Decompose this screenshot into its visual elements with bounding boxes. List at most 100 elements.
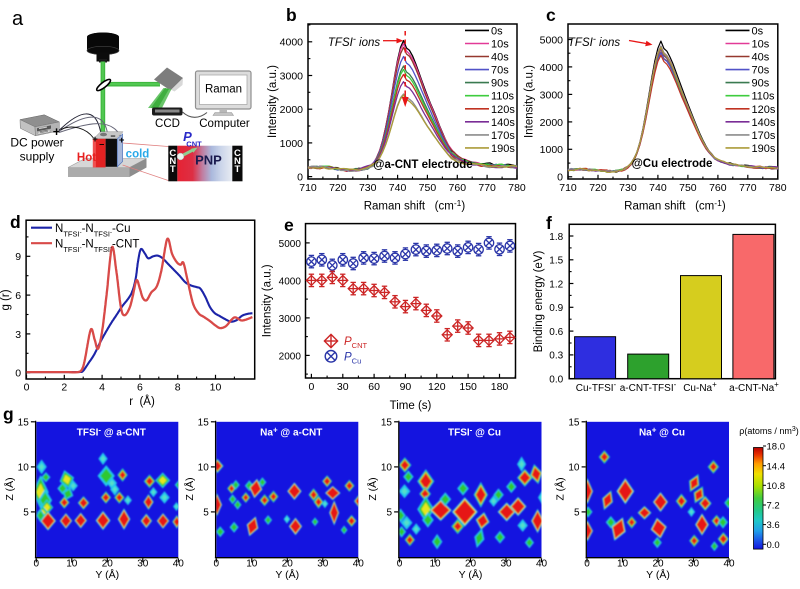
svg-text:3000: 3000 [540, 89, 564, 101]
svg-text:+: + [53, 124, 61, 139]
svg-text:0.6: 0.6 [549, 327, 563, 338]
svg-text:0: 0 [584, 558, 590, 569]
svg-text:PCu: PCu [344, 351, 361, 365]
svg-text:Na+ @ a-CNT: Na+ @ a-CNT [260, 426, 322, 439]
svg-text:20: 20 [282, 558, 294, 569]
svg-text:720: 720 [589, 182, 607, 194]
svg-text:780: 780 [769, 182, 787, 194]
svg-text:3.6: 3.6 [767, 520, 780, 531]
svg-text:1.2: 1.2 [549, 279, 563, 290]
svg-text:Y (Å): Y (Å) [459, 568, 483, 581]
svg-text:9: 9 [15, 251, 21, 263]
svg-text:30: 30 [337, 381, 349, 393]
svg-text:T: T [234, 164, 240, 175]
svg-text:ρ(atoms / nm3): ρ(atoms / nm3) [739, 426, 799, 436]
svg-text:N: N [234, 156, 241, 167]
svg-text:Computer: Computer [199, 118, 250, 130]
svg-text:180: 180 [491, 381, 509, 393]
svg-text:cold: cold [126, 149, 150, 161]
svg-text:Y (Å): Y (Å) [95, 568, 119, 581]
svg-text:TFSI- ions: TFSI- ions [568, 34, 620, 49]
svg-text:10s: 10s [491, 38, 509, 50]
svg-text:40: 40 [353, 558, 365, 569]
svg-text:2000: 2000 [540, 117, 564, 129]
svg-text:750: 750 [679, 182, 697, 194]
svg-text:c: c [546, 5, 556, 25]
svg-text:0: 0 [24, 381, 30, 393]
svg-text:150: 150 [459, 381, 477, 393]
svg-text:770: 770 [478, 182, 496, 194]
svg-text:Time (s): Time (s) [390, 400, 432, 412]
svg-text:4: 4 [99, 381, 105, 393]
svg-text:Intensity (a.u.): Intensity (a.u.) [524, 65, 536, 138]
svg-text:10: 10 [246, 558, 258, 569]
svg-text:190s: 190s [491, 143, 515, 155]
svg-text:N: N [169, 156, 176, 167]
svg-text:T: T [170, 164, 176, 175]
svg-text:20: 20 [465, 558, 477, 569]
svg-text:740: 740 [649, 182, 667, 194]
svg-text:6: 6 [137, 381, 143, 393]
svg-text:710: 710 [559, 182, 577, 194]
svg-text:5: 5 [574, 508, 580, 519]
svg-text:f: f [546, 213, 552, 233]
svg-text:0: 0 [297, 172, 303, 184]
svg-text:Y (Å): Y (Å) [275, 568, 299, 581]
svg-text:30: 30 [317, 558, 329, 569]
svg-text:3000: 3000 [280, 70, 304, 82]
svg-text:30: 30 [137, 558, 149, 569]
svg-text:Binding energy (eV): Binding energy (eV) [533, 251, 545, 353]
svg-text:Z (Å): Z (Å) [554, 477, 567, 500]
svg-text:0: 0 [15, 368, 21, 380]
svg-text:4000: 4000 [540, 62, 564, 74]
svg-text:0.3: 0.3 [549, 351, 563, 362]
svg-text:a-CNT-TFSI-: a-CNT-TFSI- [620, 380, 677, 394]
svg-text:40: 40 [536, 558, 548, 569]
svg-text:770: 770 [739, 182, 757, 194]
svg-text:20: 20 [102, 558, 114, 569]
svg-text:10: 10 [18, 463, 30, 474]
svg-text:6: 6 [15, 290, 21, 302]
svg-text:10: 10 [568, 463, 580, 474]
svg-text:PCNT: PCNT [344, 336, 368, 350]
svg-text:Raman shift (cm-1): Raman shift (cm-1) [364, 198, 466, 213]
svg-text:0: 0 [308, 381, 314, 393]
svg-text:15: 15 [568, 418, 580, 429]
svg-text:40s: 40s [752, 52, 770, 64]
svg-text:15: 15 [381, 418, 393, 429]
svg-text:170s: 170s [491, 130, 515, 142]
svg-text:Raman: Raman [205, 84, 242, 96]
svg-text:18.0: 18.0 [767, 442, 786, 453]
svg-text:2000: 2000 [280, 104, 304, 116]
svg-text:4000: 4000 [280, 37, 304, 49]
svg-text:70s: 70s [752, 65, 770, 77]
svg-text:Intensity (a.u.): Intensity (a.u.) [267, 65, 279, 138]
svg-text:g (r): g (r) [0, 289, 12, 310]
svg-text:120s: 120s [491, 104, 515, 116]
svg-text:Cu-Na+: Cu-Na+ [683, 380, 717, 394]
svg-text:90s: 90s [752, 78, 770, 90]
svg-text:90: 90 [400, 381, 412, 393]
svg-text:760: 760 [709, 182, 727, 194]
svg-text:0.9: 0.9 [549, 303, 563, 314]
svg-text:10: 10 [198, 463, 210, 474]
svg-text:r (Å): r (Å) [129, 395, 155, 408]
svg-text:90s: 90s [491, 78, 509, 90]
svg-text:TFSI- ions: TFSI- ions [328, 34, 380, 49]
svg-text:5000: 5000 [540, 34, 564, 46]
svg-text:760: 760 [449, 182, 467, 194]
svg-text:120: 120 [428, 381, 446, 393]
svg-text:Z (Å): Z (Å) [183, 477, 196, 500]
svg-text:1000: 1000 [280, 138, 304, 150]
svg-text:5000: 5000 [279, 239, 302, 250]
svg-text:CNT: CNT [186, 140, 202, 149]
svg-text:DC power: DC power [10, 136, 63, 150]
svg-text:10: 10 [381, 463, 393, 474]
svg-text:70s: 70s [491, 65, 509, 77]
svg-text:Y (Å): Y (Å) [646, 568, 670, 581]
svg-text:140s: 140s [491, 117, 515, 129]
svg-text:e: e [284, 215, 294, 235]
svg-text:@Cu electrode: @Cu electrode [632, 158, 713, 170]
svg-text:d: d [10, 212, 21, 232]
svg-text:2: 2 [61, 381, 67, 393]
